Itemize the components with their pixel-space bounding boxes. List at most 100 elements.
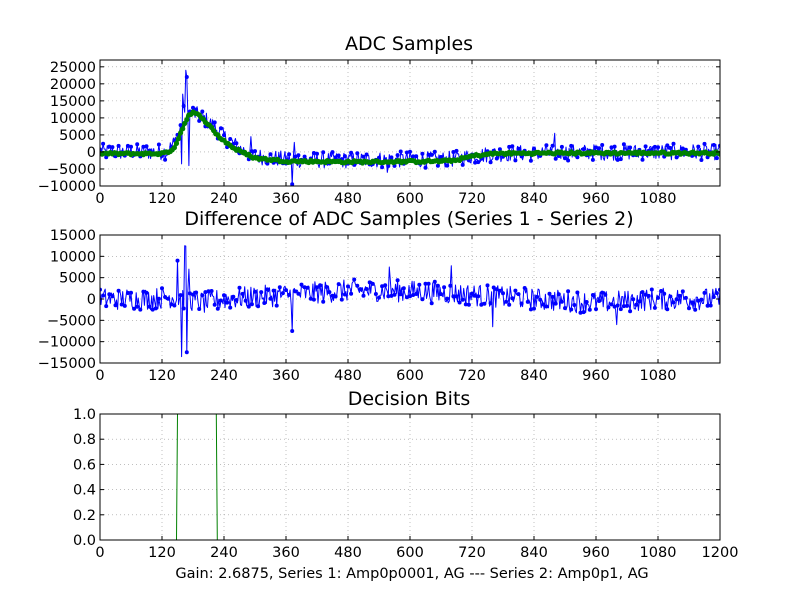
adc-series-1-point <box>293 154 298 159</box>
adc-series-2-point <box>171 145 177 151</box>
diff-series-1-point <box>218 298 223 303</box>
diff-series-1-point <box>677 293 682 298</box>
adc-series-2-point <box>717 151 720 157</box>
diff-series-1-point <box>302 285 307 290</box>
adc-series-1-point <box>101 141 106 146</box>
adc-series-1-point <box>234 141 239 146</box>
adc-series-1-point <box>129 144 133 149</box>
diff-x-tick-label: 240 <box>210 368 238 384</box>
adc-series-1-point <box>330 150 335 155</box>
diff-series-1-point <box>432 279 437 284</box>
diff-series-1-point <box>612 304 617 309</box>
adc-series-1-point <box>594 145 598 150</box>
adc-series-1-point <box>668 146 673 150</box>
adc-series-1-point <box>395 153 400 158</box>
diff-series-1-point <box>352 277 357 282</box>
diff-series-1-point <box>234 298 239 302</box>
adc-series-1-point <box>618 157 623 162</box>
diff-series-1-point <box>584 300 589 304</box>
diff-series-1-point <box>299 282 304 287</box>
diff-series-1-point <box>274 303 279 308</box>
adc-series-1-point <box>302 154 307 159</box>
diff-series-1-point <box>321 299 326 304</box>
diff-series-1-point <box>708 303 713 308</box>
diff-series-1-point <box>373 292 378 296</box>
diff-series-1-point <box>435 283 440 288</box>
adc-series-1-point <box>581 147 586 152</box>
diff-series-1-point <box>665 307 670 312</box>
adc-series-1-point <box>460 162 465 167</box>
adc-series-1-point <box>569 143 574 148</box>
diff-series-1-point <box>563 306 567 311</box>
adc-x-tick-label: 600 <box>396 191 424 207</box>
figure-footer: Gain: 2.6875, Series 1: Amp0p0001, AG --… <box>175 566 648 582</box>
diff-series-1-point <box>175 258 180 263</box>
adc-series-1-point <box>116 143 121 148</box>
diff-series-1-point <box>485 283 490 288</box>
diff-plot-area <box>100 245 720 358</box>
diff-series-1-point <box>383 283 388 288</box>
diff-series-1-point <box>113 303 118 308</box>
adc-series-2-point <box>180 126 186 132</box>
adc-series-1-point <box>711 143 716 147</box>
adc-series-1-point <box>445 163 450 168</box>
bits-y-tick-label: 0.8 <box>73 432 96 448</box>
diff-series-1-point <box>206 289 211 294</box>
bits-x-tick-label: 840 <box>520 545 548 561</box>
diff-series-1-point <box>572 303 577 307</box>
diff-x-tick-label: 480 <box>334 368 362 384</box>
diff-series-1-point <box>277 285 282 290</box>
diff-series-1-point <box>305 285 310 290</box>
diff-series-1-point <box>284 288 288 293</box>
adc-series-1-point <box>429 152 434 157</box>
diff-series-1-point <box>339 297 344 302</box>
diff-series-1-point <box>640 290 645 295</box>
diff-series-1-point <box>504 299 509 304</box>
adc-series-1-point <box>253 149 257 154</box>
diff-series-1-point <box>367 280 372 285</box>
diff-series-1-point <box>501 291 505 296</box>
diff-series-1-point <box>674 297 679 302</box>
diff-series-1-point <box>308 296 313 301</box>
adc-series-1-point <box>163 157 168 162</box>
diff-series-1-point <box>600 290 605 295</box>
adc-series-2-point <box>178 130 184 136</box>
bits-x-tick-label: 120 <box>148 545 176 561</box>
diff-series-1-point <box>680 289 685 294</box>
diff-series-1-point <box>429 301 434 306</box>
diff-series-1-point <box>398 292 403 297</box>
diff-series-1-point <box>559 299 564 304</box>
adc-series-1-point <box>268 152 273 157</box>
adc-series-1-point <box>597 146 602 151</box>
diff-series-1-point <box>625 303 629 308</box>
adc-series-1-point <box>615 157 620 162</box>
adc-x-tick-label: 1080 <box>640 191 677 207</box>
decision-bits-panel: Decision Bits 0 120 240 360 480 600 720 840 960 1… <box>73 388 739 561</box>
diff-series-1-point <box>711 295 716 299</box>
diff-series-1-point <box>293 289 298 294</box>
adc-series-1-point <box>156 142 161 147</box>
diff-series-1-point <box>246 304 251 309</box>
diff-series-1-point <box>156 296 161 301</box>
diff-series-1-point <box>119 302 124 307</box>
bits-y-tick-label: 0.0 <box>73 533 96 549</box>
adc-x-tick-label: 720 <box>458 191 486 207</box>
adc-series-1-point <box>386 164 391 168</box>
diff-series-1-point <box>110 294 115 299</box>
adc-series-1-point <box>600 143 605 147</box>
diff-series-1-point <box>522 286 527 290</box>
diff-series-1-point <box>628 309 633 314</box>
diff-y-tick-label: 15000 <box>50 228 96 244</box>
diff-series-1-point <box>547 291 552 296</box>
adc-series-1-point <box>135 142 140 147</box>
adc-y-tick-label: −5000 <box>47 162 96 178</box>
diff-y-tick-label: −10000 <box>38 335 96 351</box>
adc-series-1-point <box>671 141 676 146</box>
adc-y-tick-label: 15000 <box>50 94 96 110</box>
adc-series-1-point <box>423 165 428 170</box>
diff-series-1-point <box>265 287 270 292</box>
diff-series-1-point <box>457 300 462 305</box>
adc-x-tick-label: 120 <box>148 191 176 207</box>
adc-series-1-point <box>321 150 326 155</box>
diff-series-1-point <box>401 286 406 291</box>
